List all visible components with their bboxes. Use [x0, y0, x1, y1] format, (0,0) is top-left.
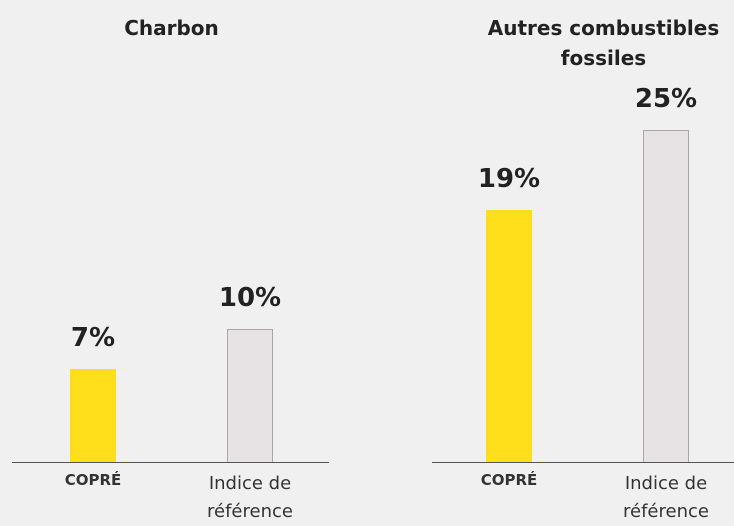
value-label: 7% — [33, 323, 153, 353]
baseline — [12, 462, 329, 463]
category-label: COPRÉ — [439, 466, 579, 494]
bar — [486, 210, 532, 462]
panel-title: Autres combustibles fossiles — [464, 13, 734, 73]
panel-title: Charbon — [32, 13, 312, 43]
category-label: Indice de référence — [596, 470, 734, 526]
value-label: 10% — [190, 283, 310, 313]
category-label: COPRÉ — [23, 466, 163, 494]
bar — [643, 130, 689, 462]
value-label: 19% — [449, 164, 569, 194]
baseline — [432, 462, 734, 463]
category-label: Indice de référence — [180, 470, 320, 526]
value-label: 25% — [606, 84, 726, 114]
bar — [70, 369, 116, 462]
bar — [227, 329, 273, 462]
